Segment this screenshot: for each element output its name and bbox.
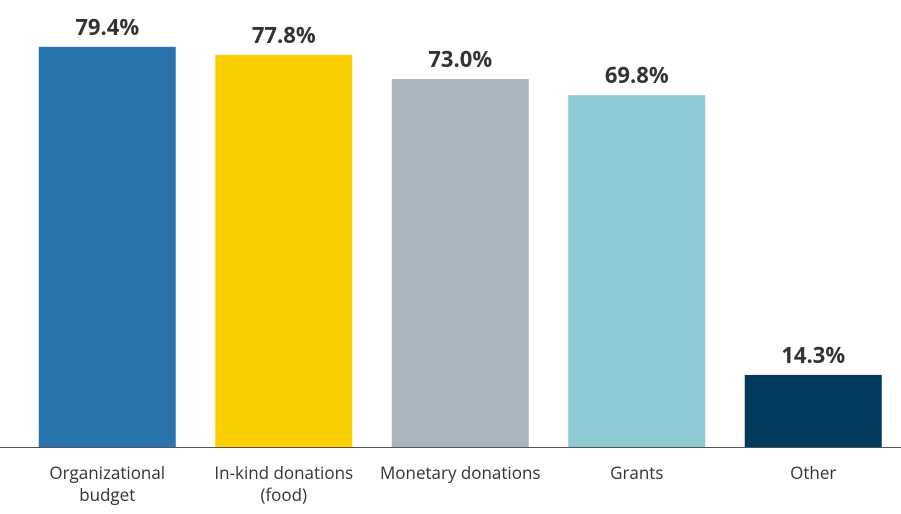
x-tick-label: Organizational budget [49,461,166,506]
bar [744,374,882,447]
x-tick-label: Other [790,461,837,484]
value-label: 73.0% [428,44,492,74]
value-label: 14.3% [781,340,845,370]
x-tick-label: In-kind donations (food) [214,461,354,506]
value-label: 79.4% [75,12,139,42]
value-label: 69.8% [605,60,669,90]
bar [391,79,529,447]
bar [568,95,706,447]
x-tick-label: Grants [610,461,664,484]
bar [38,46,176,447]
value-label: 77.8% [252,20,316,50]
x-tick-label: Monetary donations [380,461,541,484]
bar [215,54,353,447]
